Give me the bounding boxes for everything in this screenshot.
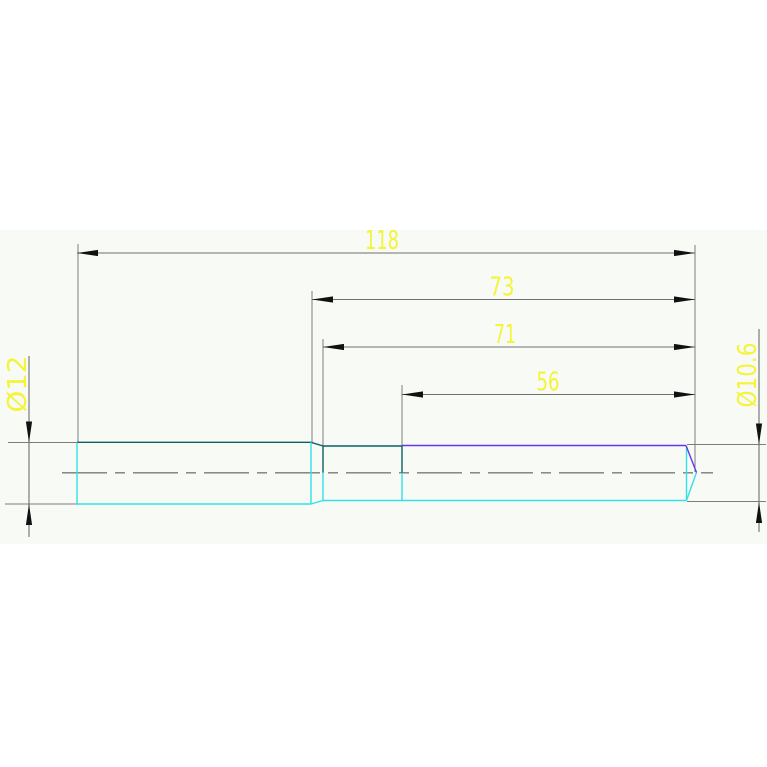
dimension-lines — [28, 252, 760, 537]
part-outline-cyan — [76, 442, 698, 505]
arrow-118-right — [674, 249, 695, 257]
extension-lines — [5, 244, 766, 505]
arrow-118-left — [77, 249, 98, 257]
arrow-dia106-top — [755, 423, 763, 445]
arrow-dia106-bottom — [755, 502, 763, 523]
arrow-73-right — [674, 296, 695, 303]
arrow-56-left — [402, 391, 423, 398]
arrow-56-right — [674, 391, 695, 398]
part-taper-top — [310, 441, 324, 447]
arrow-71-left — [323, 343, 344, 351]
dimension-arrows — [25, 249, 763, 525]
part-tip-chamfer-bottom — [685, 472, 698, 501]
part-outline-blue — [402, 444, 698, 473]
part-tip-chamfer-top — [685, 445, 698, 473]
dimension-label-71: 71 — [494, 320, 516, 350]
dimension-labels: 118 73 71 56 Ø12 Ø10.6 — [3, 226, 763, 413]
dimension-label-56: 56 — [537, 368, 560, 398]
diameter-label-12: Ø12 — [3, 356, 33, 413]
diameter-label-106: Ø10.6 — [733, 343, 763, 408]
arrow-dia12-bottom — [25, 504, 33, 525]
arrow-71-right — [674, 343, 695, 351]
part-outline-teal — [77, 441, 403, 473]
dimension-label-118: 118 — [365, 226, 399, 256]
part-taper-bottom — [310, 499, 324, 505]
drawing-area-background — [0, 230, 767, 544]
arrow-73-left — [312, 296, 333, 303]
dimension-label-73: 73 — [490, 273, 515, 303]
arrow-dia12-top — [25, 421, 33, 443]
